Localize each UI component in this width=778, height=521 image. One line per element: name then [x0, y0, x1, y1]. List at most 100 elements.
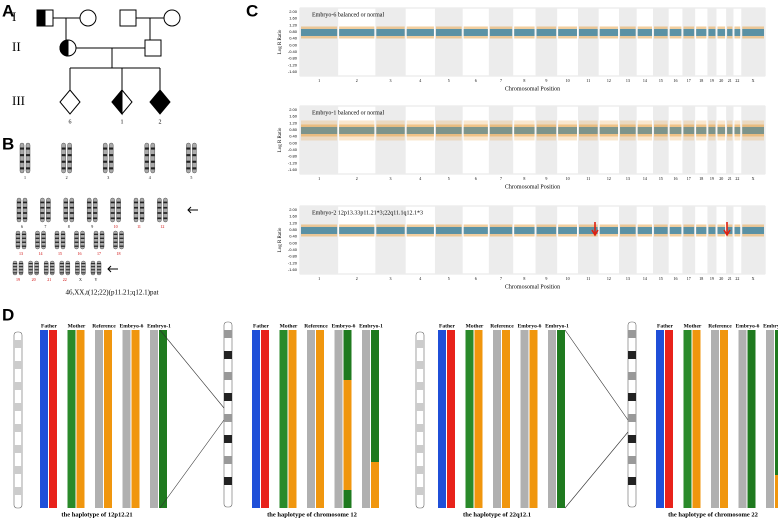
chromosome-label: 13	[626, 78, 630, 83]
chromosome-shade	[300, 106, 339, 174]
chromosome-band	[59, 266, 64, 268]
chromosome-shade	[375, 206, 406, 274]
chromosome-band	[61, 241, 65, 243]
chromosome	[19, 142, 25, 174]
haplotype-strand	[766, 330, 774, 508]
chromosome	[46, 197, 51, 223]
y-tick-label: 1.60	[289, 114, 298, 119]
ideogram-band	[628, 393, 636, 401]
y-tick-label: 0.40	[289, 36, 298, 41]
chromosome-shade	[726, 8, 734, 76]
chromosome-band	[50, 266, 55, 268]
signal-band	[489, 28, 513, 36]
chromosome-label: 8	[523, 78, 525, 83]
chromosome-label: 15	[659, 78, 663, 83]
signal-band	[463, 226, 488, 234]
signal-band	[683, 28, 695, 36]
chromosome-band	[69, 217, 74, 220]
chromosome-label: 3	[390, 176, 392, 181]
signal-band	[717, 28, 726, 36]
column-header: Embryo-6	[736, 323, 760, 329]
chromosome-shade	[488, 106, 514, 174]
chromosome-label: 10	[566, 276, 570, 281]
chromosome-band	[23, 217, 27, 220]
chromosome-label: 6	[21, 224, 23, 229]
chromosome-label: 2	[356, 276, 358, 281]
chromosome	[59, 260, 65, 276]
chromosome-band	[91, 266, 95, 268]
signal-band	[734, 28, 741, 36]
y-tick-label: 0.00	[289, 140, 298, 145]
chromosome-band	[109, 167, 114, 170]
plot-title: Embryo-2 12p13.33p11.21*3;22q11.1q12.1*3	[312, 210, 423, 216]
chromosome-band	[23, 201, 27, 204]
column-header: Embryo-6	[332, 323, 356, 329]
chromosome-band	[65, 266, 70, 268]
chromosome	[22, 197, 28, 223]
y-tick-label: -0.40	[288, 49, 298, 54]
signal-band	[599, 226, 619, 234]
y-tick-label: 0.80	[289, 227, 298, 232]
signal-band	[742, 28, 764, 36]
chromosome-label: 13	[19, 251, 23, 256]
signal-band	[463, 126, 488, 134]
chromosome-band	[140, 206, 144, 209]
signal-band	[637, 28, 653, 36]
chromosome-band	[35, 237, 40, 239]
y-tick-label: 2.00	[289, 107, 298, 112]
chromosome-band	[116, 212, 121, 214]
signal-band	[558, 126, 577, 134]
chromosome-band	[157, 212, 162, 214]
ideogram-band	[416, 466, 424, 474]
chromosome-band	[116, 217, 121, 220]
chromosome-band	[192, 154, 197, 157]
chromosome-band	[41, 241, 46, 243]
chromosome-band	[55, 237, 59, 239]
chromosome-band	[50, 263, 55, 265]
arrow	[187, 206, 198, 214]
chromosome-band	[93, 201, 98, 204]
haplotype-strand	[738, 330, 747, 508]
chromosome-shade	[653, 106, 669, 174]
chromosome-band	[40, 217, 45, 220]
chromosome-band	[63, 217, 68, 220]
chromosome-band	[40, 201, 45, 204]
chromosome-band	[110, 201, 115, 204]
chromosome-band	[19, 263, 23, 265]
signal-band	[489, 226, 513, 234]
signal-band	[742, 120, 764, 141]
chromosome-label: 15	[659, 176, 663, 181]
chromosome-shade	[577, 206, 599, 274]
signal-band	[514, 28, 535, 36]
chromosome-band	[28, 266, 33, 268]
chromosome-band	[22, 241, 26, 243]
cnv-panel: 1 2 3 4 5 6 7 8 9 10 11 12 13 14 15 16 17 18 19 20 21 22 X2.00…	[278, 7, 766, 290]
panel-label: A	[2, 1, 14, 20]
ideogram-band	[14, 487, 22, 495]
chromosome	[150, 142, 156, 174]
chromosome-shade	[726, 206, 734, 274]
signal-band	[578, 226, 598, 234]
signal-band	[558, 226, 577, 234]
chromosome-label: 20	[719, 276, 723, 281]
chromosome-band	[186, 167, 191, 170]
chromosome-band	[100, 237, 104, 239]
chromosome-band	[140, 217, 144, 220]
chromosome-band	[119, 233, 124, 235]
chromosome	[110, 197, 115, 223]
column-header: Father	[439, 323, 455, 329]
ideogram-band	[628, 372, 636, 380]
chromosome-label: 21	[728, 276, 732, 281]
chromosome-band	[20, 154, 24, 157]
chromosome-band	[109, 154, 114, 157]
signal-band	[683, 126, 695, 134]
chromosome-band	[94, 245, 98, 247]
chromosome-band	[19, 272, 23, 274]
chromosome-shade	[707, 206, 717, 274]
chromosome-band	[16, 237, 20, 239]
ideogram-band	[416, 382, 424, 390]
ideogram-band	[14, 403, 22, 411]
y-tick-label: -1.60	[288, 69, 298, 74]
signal-band	[637, 126, 653, 134]
